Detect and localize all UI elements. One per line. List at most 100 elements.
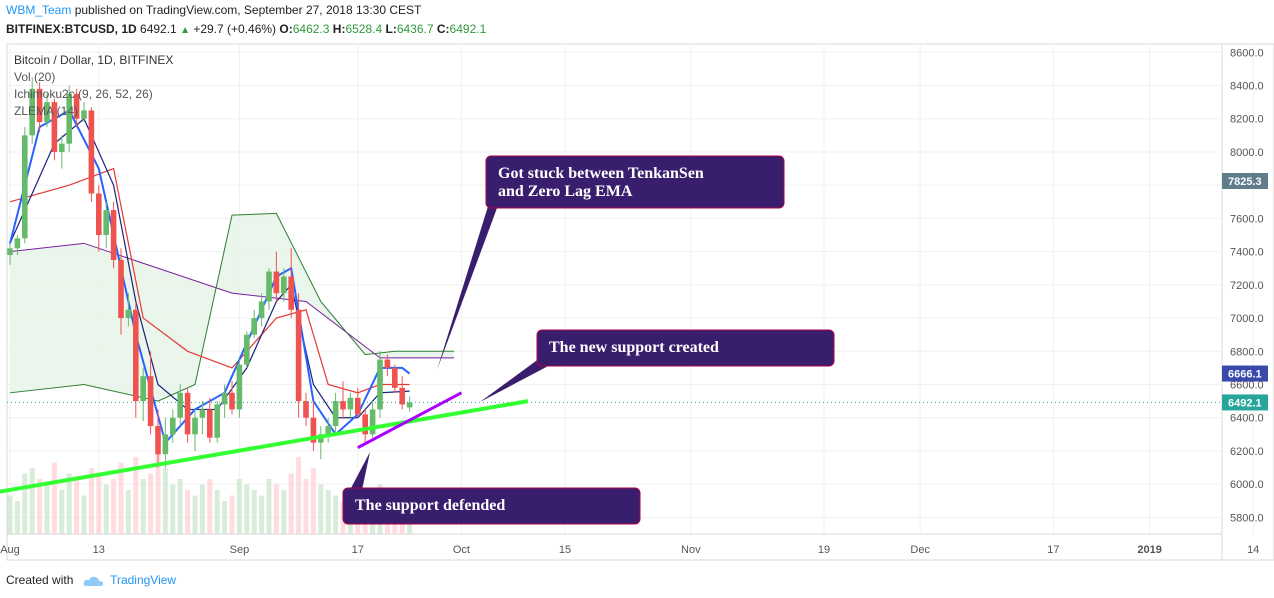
symbol-ohlc-line: BITFINEX:BTCUSD, 1D 6492.1 ▲ +29.7 (+0.4… — [6, 22, 486, 36]
volume-bar — [236, 479, 242, 534]
candle-body — [281, 276, 287, 294]
candle-body — [192, 417, 198, 435]
candle-body — [7, 248, 13, 255]
candle-body — [332, 401, 339, 427]
new-support-line — [357, 391, 463, 449]
author-link[interactable]: WBM_Team — [6, 3, 72, 17]
volume-bar — [266, 479, 272, 534]
volume-bar — [199, 484, 205, 534]
candle-body — [133, 309, 139, 402]
time-tick-label: Nov — [681, 544, 701, 556]
candle-body — [207, 409, 213, 438]
candle-body — [258, 301, 265, 319]
volume-bar — [325, 490, 331, 534]
chart-legend: Bitcoin / Dollar, 1D, BITFINEX Vol (20) … — [14, 53, 173, 118]
volume-bar — [7, 495, 13, 534]
volume-bar — [81, 495, 87, 534]
candle-body — [236, 364, 243, 410]
volume-bar — [140, 479, 146, 534]
created-with-text: Created with — [6, 573, 74, 587]
candle-body — [81, 110, 87, 119]
volume-bar — [192, 495, 198, 534]
candle-body — [177, 392, 183, 418]
candle-body — [340, 401, 346, 410]
candle-body — [162, 434, 169, 455]
tag-last-text: 6492.1 — [1228, 397, 1262, 409]
candle-body — [251, 318, 257, 335]
candle-body — [110, 210, 117, 260]
tag-zlema-text: 6666.1 — [1228, 369, 1262, 381]
price-tick-label: 8000.0 — [1230, 147, 1264, 159]
volume-bar — [37, 479, 43, 534]
volume-bar — [273, 484, 279, 534]
high-value: 6528.4 — [345, 22, 383, 36]
candle-body — [66, 93, 72, 144]
price-tick-label: 6600.0 — [1230, 380, 1264, 392]
time-tick-label: 17 — [1047, 544, 1059, 556]
publish-text: published on TradingView.com, September … — [74, 3, 422, 17]
volume-bar — [244, 484, 250, 534]
up-arrow-icon: ▲ — [180, 25, 190, 36]
volume-bar — [133, 457, 139, 534]
candle-body — [295, 309, 302, 402]
support-line — [0, 399, 529, 494]
candle-body — [170, 417, 176, 435]
footer: Created with TradingView — [6, 573, 176, 587]
time-tick-label: 15 — [559, 544, 571, 556]
tradingview-brand-link[interactable]: TradingView — [110, 573, 177, 587]
annotation-callouts: Got stuck between TenkanSen and Zero Lag … — [342, 155, 835, 525]
callout-defended-box — [342, 487, 641, 525]
candles — [7, 77, 413, 468]
time-tick-label: Oct — [453, 544, 470, 556]
volume-bar — [148, 473, 154, 534]
candle-body — [103, 210, 109, 236]
low-value: 6436.7 — [396, 22, 434, 36]
volume-bar — [207, 479, 213, 534]
volume-bar — [185, 490, 191, 534]
volume-bar — [66, 473, 72, 534]
volume-bar — [303, 479, 309, 534]
candle-body — [44, 102, 50, 123]
price-tags: 7825.3 6666.1 6492.1 — [1222, 172, 1268, 411]
candle-body — [199, 409, 206, 418]
volume-bar — [111, 479, 117, 534]
volume-bar — [296, 457, 302, 534]
time-tick-label: 19 — [818, 544, 830, 556]
candle-body — [59, 143, 65, 152]
candle-body — [96, 193, 102, 236]
volume-bar — [177, 479, 183, 534]
last-price: 6492.1 — [140, 22, 177, 36]
open-value: 6462.3 — [292, 22, 330, 36]
candle-body — [347, 397, 354, 410]
time-tick-label: 14 — [1247, 544, 1259, 556]
symbol-name: BITFINEX:BTCUSD, 1D — [6, 22, 137, 36]
volume-bar — [88, 468, 94, 534]
candle-body — [184, 392, 191, 435]
volume-bar — [29, 468, 35, 534]
volume-bar — [318, 484, 324, 534]
callout-defended-text: The support defended — [355, 497, 505, 514]
candle-body — [406, 402, 413, 408]
candle-body — [22, 135, 28, 239]
legend-title: Bitcoin / Dollar, 1D, BITFINEX — [14, 53, 173, 67]
kijun-line — [9, 167, 410, 394]
low-label: L: — [385, 22, 397, 36]
volume-bar — [310, 468, 316, 534]
volume-bar — [281, 490, 287, 534]
tag-upper-bg — [1222, 172, 1268, 189]
candle-body — [273, 271, 280, 294]
legend-ichimoku: Ichimoku2c (9, 26, 52, 26) — [14, 87, 153, 101]
volume-bar — [222, 501, 228, 534]
volume-bar — [118, 462, 124, 534]
candle-body — [88, 110, 95, 194]
candle-body — [14, 238, 21, 249]
price-tick-label: 7400.0 — [1230, 247, 1264, 259]
callout-new-support-text: The new support created — [549, 339, 719, 356]
price-tick-label: 5800.0 — [1230, 512, 1264, 524]
trend-lines — [0, 391, 1222, 494]
time-tick-label: 13 — [93, 544, 105, 556]
candle-body — [384, 359, 391, 368]
candle-body — [36, 88, 43, 123]
close-value: 6492.1 — [449, 22, 487, 36]
